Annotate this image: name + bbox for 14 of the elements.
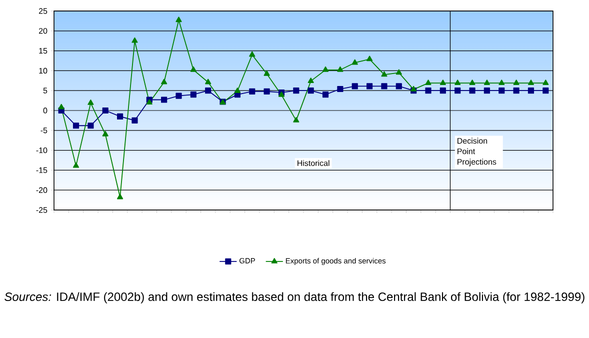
y-tick-label: 0: [43, 108, 48, 114]
y-tick-label: 15: [39, 48, 48, 54]
annotation: Historical: [298, 160, 330, 166]
y-tick-label: -20: [36, 187, 48, 193]
y-tick-label: -15: [36, 167, 48, 173]
y-tick-label: 25: [38, 8, 48, 14]
text: Sources: IDA/IMF (2002b) and own estimates based on data from the Central Bank of Bolivia (for 1982-1999): [4, 292, 584, 304]
y-tick-label: -5: [40, 128, 48, 134]
y-tick-label: 20: [38, 28, 48, 34]
y-tick-label: -10: [36, 147, 48, 154]
annotation: Decision Point Projections: [458, 138, 496, 166]
y-tick-label: 5: [43, 88, 48, 94]
y-tick-label: -25: [36, 207, 48, 213]
y-tick-label: 10: [39, 68, 48, 74]
